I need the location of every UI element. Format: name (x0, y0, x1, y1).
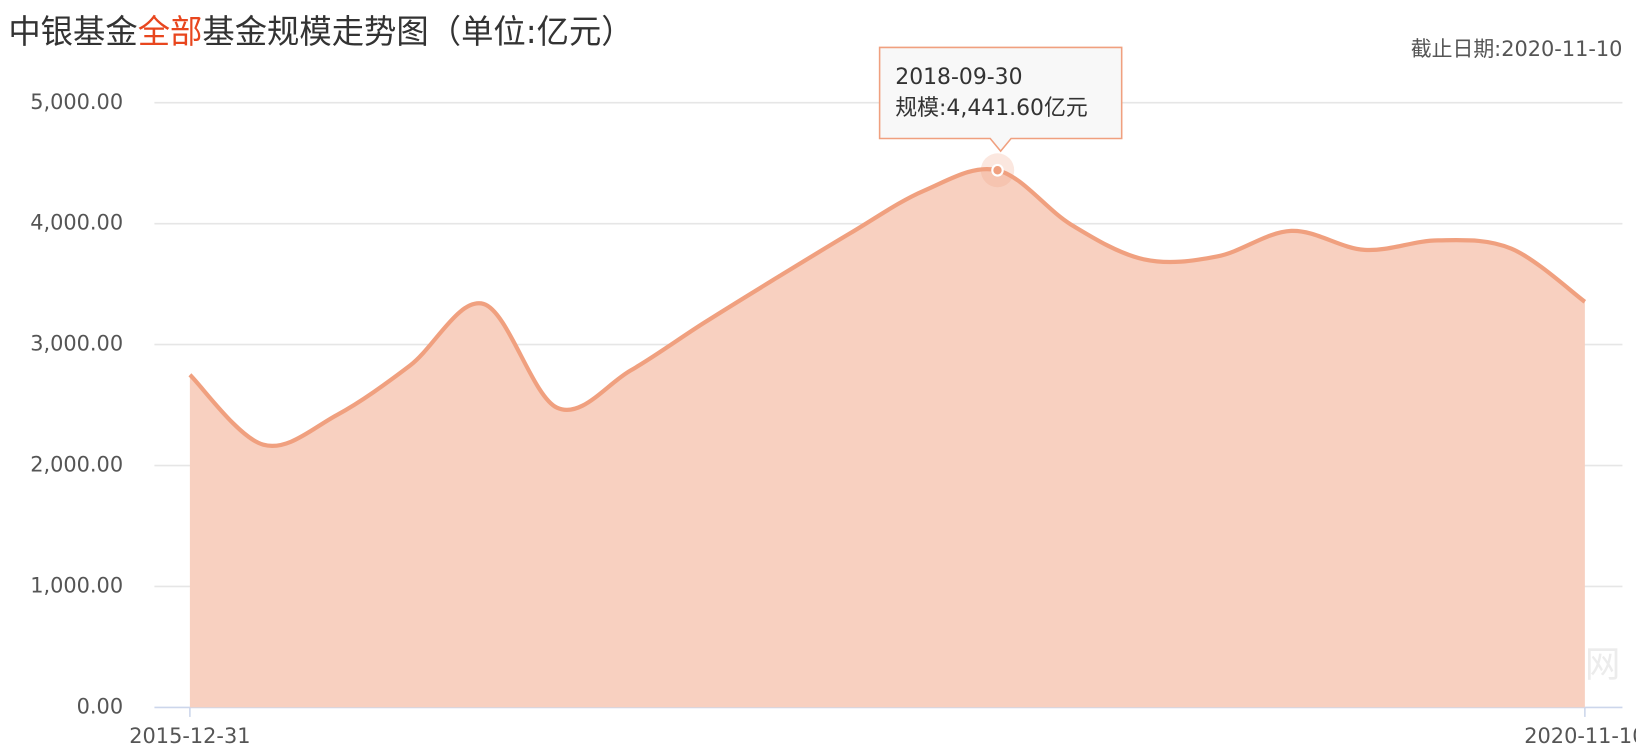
chart-title: 中银基金全部基金规模走势图（单位:亿元） (8, 13, 633, 51)
tooltip-date: 2018-09-30 (895, 65, 1022, 90)
title-part: 基金规模走势图（单位:亿元） (202, 13, 633, 51)
y-tick-label: 1,000.00 (30, 572, 123, 597)
title-part: 中银基金 (8, 13, 137, 51)
tooltip-box (878, 46, 1123, 153)
tooltip-value: 规模:4,441.60亿元 (895, 96, 1087, 121)
y-tick-label: 3,000.00 (30, 330, 123, 355)
y-tick-label: 0.00 (77, 693, 123, 718)
x-tick-label: 2020-11-10 (1524, 723, 1636, 748)
point (991, 163, 1004, 177)
title-highlight: 全部 (138, 13, 203, 51)
y-tick-label: 5,000.00 (30, 89, 123, 114)
y-tick-label: 2,000.00 (30, 451, 123, 476)
area (189, 169, 1585, 708)
line (188, 167, 1587, 449)
x-tick-label: 2015-12-31 (129, 723, 250, 748)
y-tick-label: 4,000.00 (30, 210, 123, 235)
date-note: 截止日期:2020-11-10 (1411, 36, 1623, 61)
